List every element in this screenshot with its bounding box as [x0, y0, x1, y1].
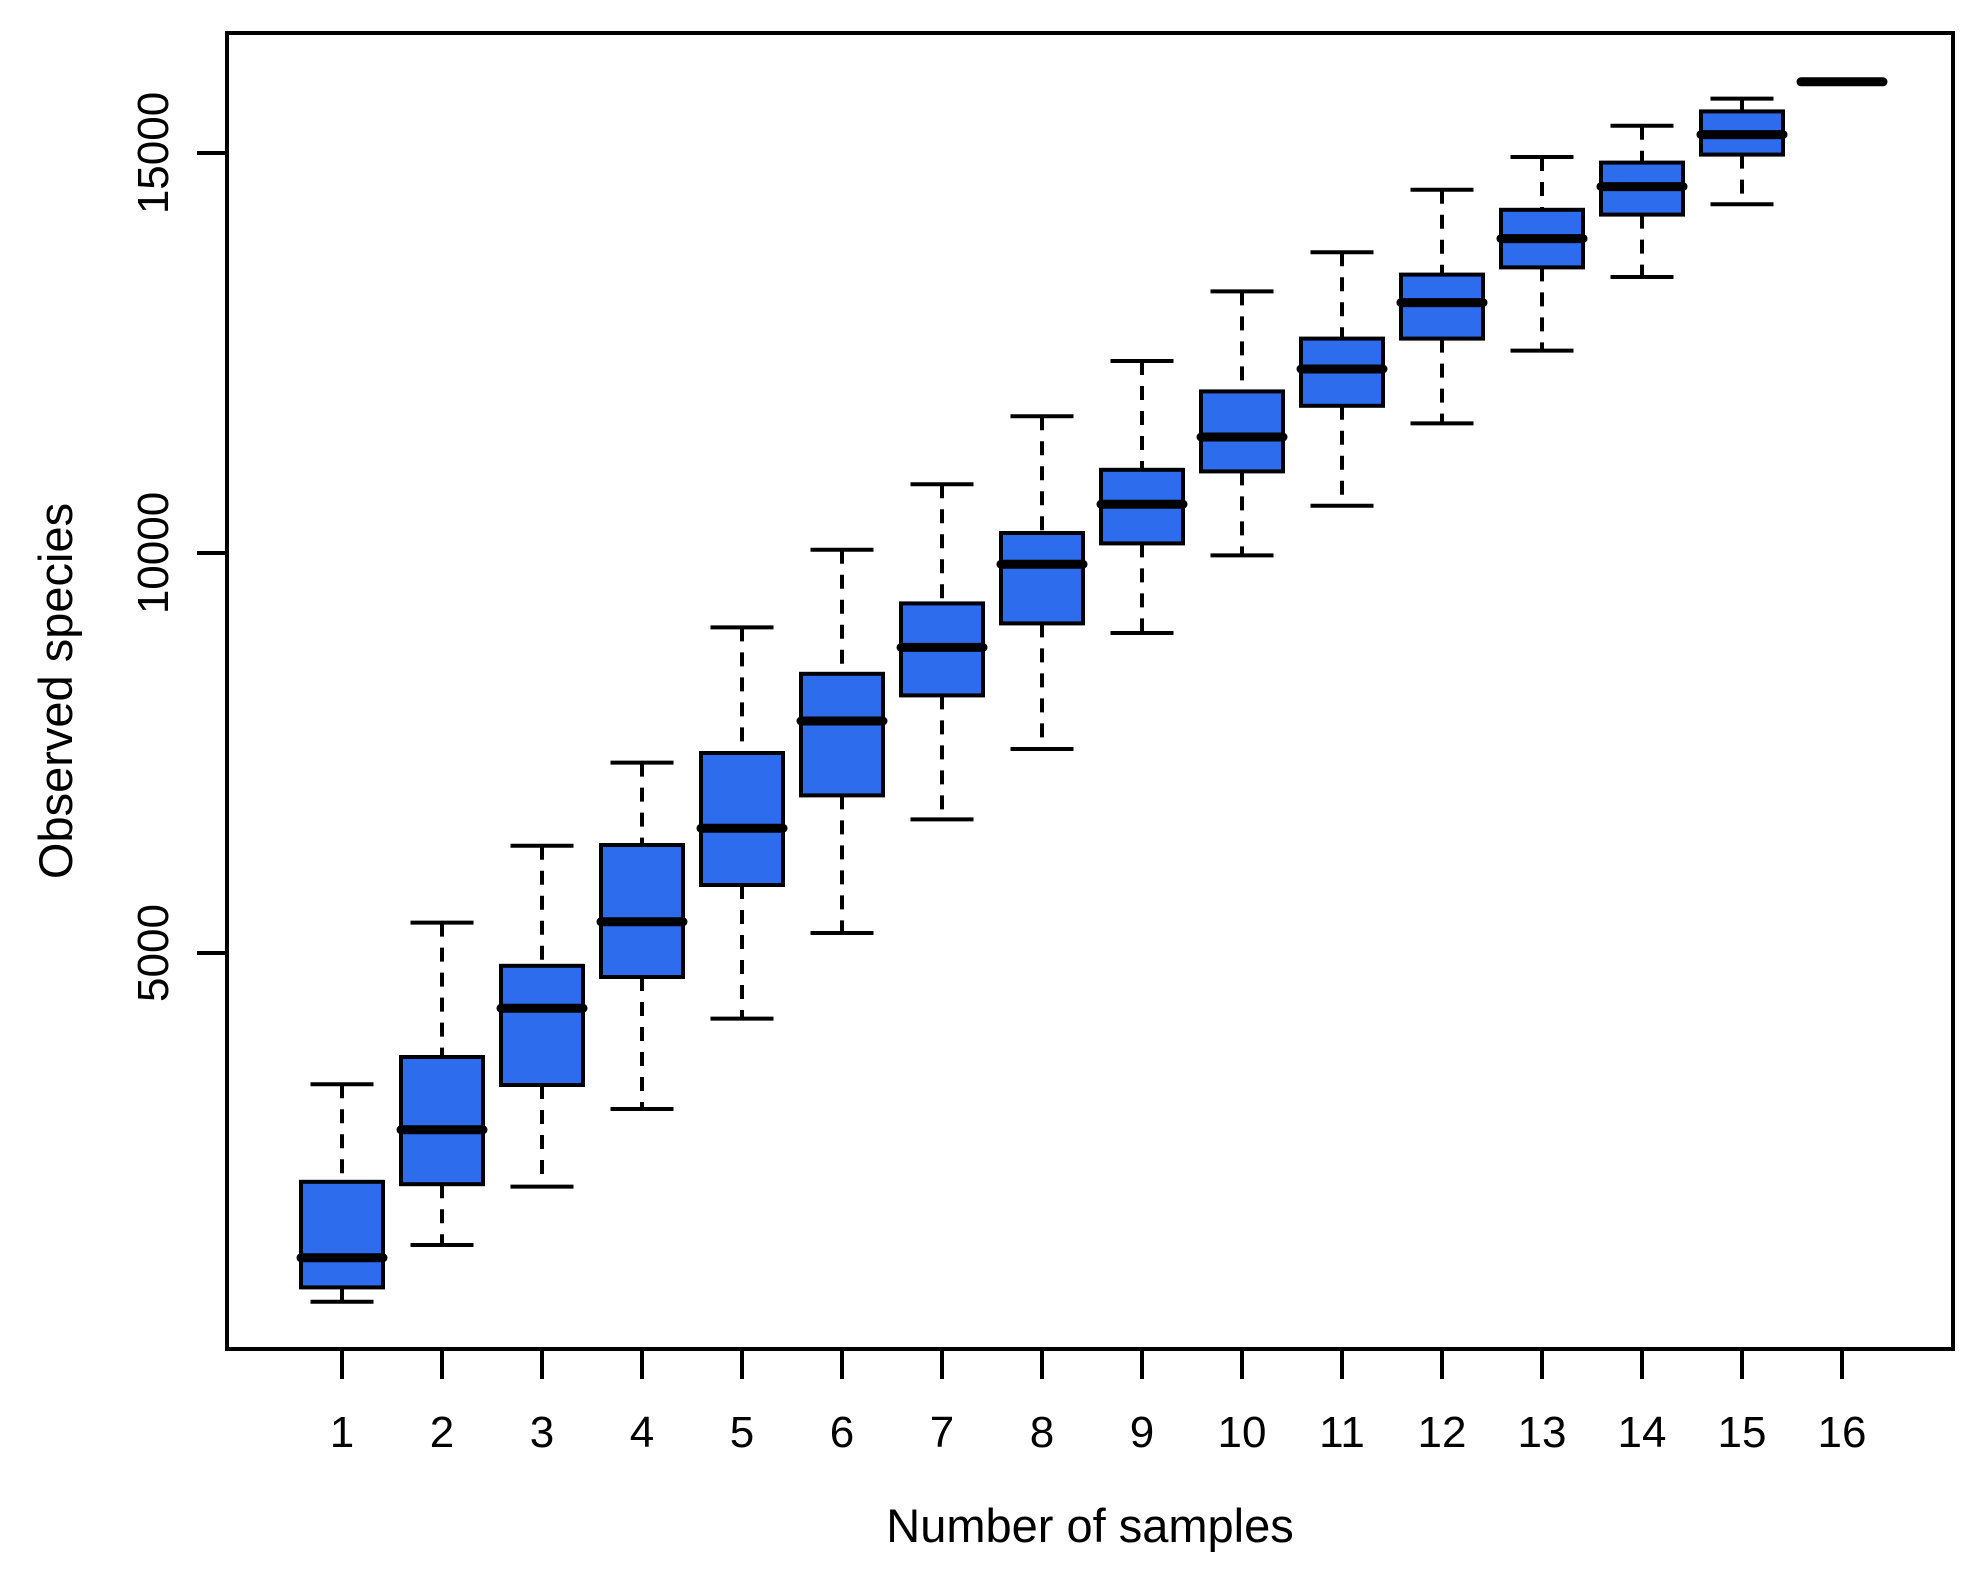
box-rect: [799, 671, 885, 798]
x-tick-label: 2: [430, 1408, 454, 1457]
y-axis-title: Observed species: [29, 503, 82, 879]
x-tick-label: 16: [1818, 1408, 1867, 1457]
box-rect: [999, 531, 1085, 626]
x-tick-label: 5: [730, 1408, 754, 1457]
x-tick-label: 8: [1030, 1408, 1054, 1457]
x-tick-label: 10: [1218, 1408, 1267, 1457]
x-tick-label: 13: [1518, 1408, 1567, 1457]
x-axis-title: Number of samples: [886, 1499, 1294, 1552]
box-rect: [699, 751, 785, 887]
x-tick-label: 11: [1319, 1408, 1365, 1457]
box-rect: [399, 1055, 485, 1187]
x-tick-label: 7: [930, 1408, 954, 1457]
plot-frame: [225, 31, 1955, 1351]
y-tick-label: 10000: [129, 492, 178, 614]
x-tick-label: 12: [1418, 1408, 1467, 1457]
box-rect: [499, 963, 585, 1087]
x-tick-label: 15: [1718, 1408, 1767, 1457]
x-tick-label: 4: [630, 1408, 654, 1457]
x-tick-label: 3: [530, 1408, 554, 1457]
box-rect: [299, 1179, 385, 1290]
box-rect: [599, 843, 685, 979]
x-tick-label: 14: [1618, 1408, 1667, 1457]
x-tick-label: 9: [1130, 1408, 1154, 1457]
y-tick-label: 15000: [129, 92, 178, 214]
box-rect: [1199, 389, 1285, 474]
x-tick-label: 6: [830, 1408, 854, 1457]
y-tick-label: 5000: [129, 904, 178, 1002]
x-tick-label: 1: [330, 1408, 354, 1457]
